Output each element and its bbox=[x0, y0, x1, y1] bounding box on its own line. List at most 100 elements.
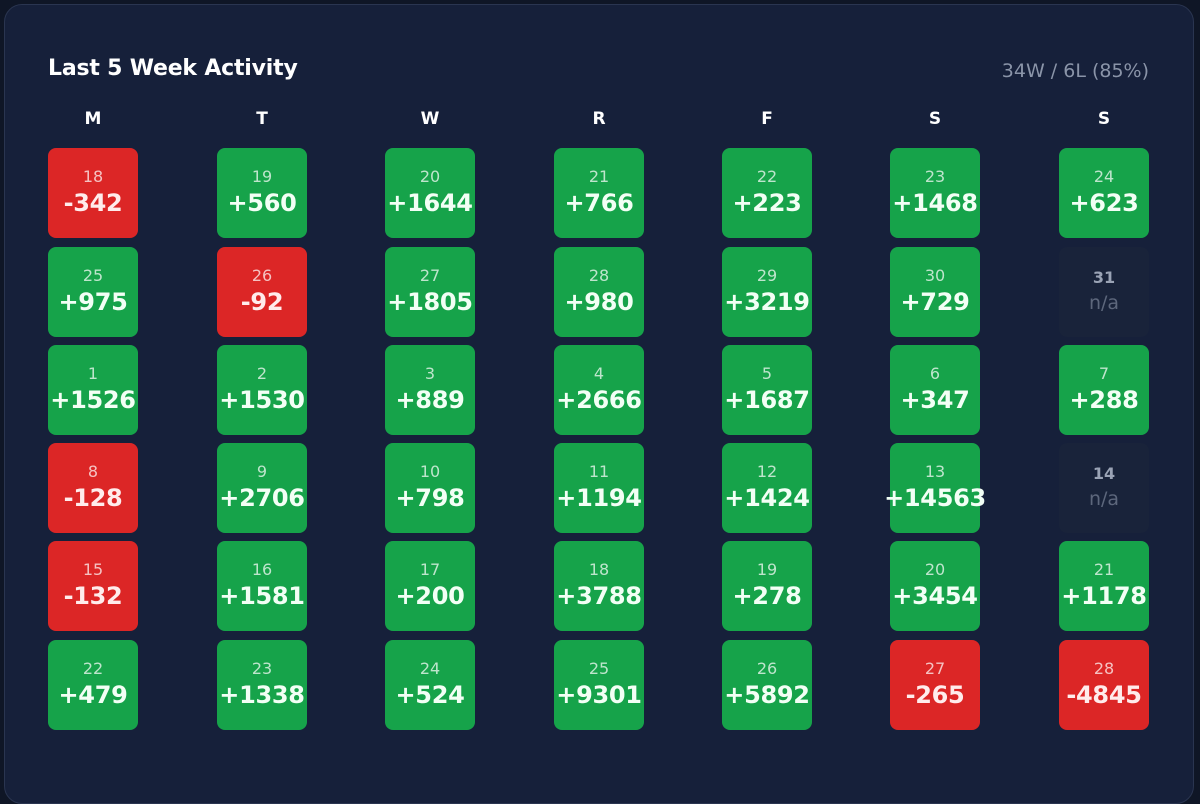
day-date: 16 bbox=[251, 560, 273, 579]
day-cell[interactable]: 28 +980 bbox=[554, 247, 644, 337]
day-pnl-value: +278 bbox=[732, 582, 802, 610]
day-date: 9 bbox=[256, 462, 268, 481]
day-pnl-value: +1687 bbox=[724, 386, 810, 414]
day-cell[interactable]: 3 +889 bbox=[385, 345, 475, 435]
day-cell[interactable]: 4 +2666 bbox=[554, 345, 644, 435]
day-date: 29 bbox=[756, 266, 778, 285]
day-cell[interactable]: 5 +1687 bbox=[722, 345, 812, 435]
day-cell[interactable]: 6 +347 bbox=[890, 345, 980, 435]
day-cell[interactable]: 18 +3788 bbox=[554, 541, 644, 631]
day-cell[interactable]: 27 -265 bbox=[890, 640, 980, 730]
day-pnl-value: +14563 bbox=[884, 484, 986, 512]
day-date: 28 bbox=[588, 266, 610, 285]
day-date: 24 bbox=[419, 659, 441, 678]
day-pnl-value: +980 bbox=[564, 288, 634, 316]
day-date: 31 bbox=[1092, 268, 1116, 287]
day-cell[interactable]: 23 +1338 bbox=[217, 640, 307, 730]
day-date: 8 bbox=[87, 462, 99, 481]
day-cell[interactable]: 20 +3454 bbox=[890, 541, 980, 631]
day-pnl-value: +1178 bbox=[1061, 582, 1147, 610]
day-cell[interactable]: 22 +223 bbox=[722, 148, 812, 238]
day-cell[interactable]: 8 -128 bbox=[48, 443, 138, 533]
day-date: 18 bbox=[588, 560, 610, 579]
day-date: 7 bbox=[1098, 364, 1110, 383]
day-cell[interactable]: 20 +1644 bbox=[385, 148, 475, 238]
day-date: 4 bbox=[593, 364, 605, 383]
day-date: 23 bbox=[251, 659, 273, 678]
day-pnl-value: +889 bbox=[395, 386, 465, 414]
day-date: 1 bbox=[87, 364, 99, 383]
day-pnl-value: +347 bbox=[900, 386, 970, 414]
day-cell[interactable]: 10 +798 bbox=[385, 443, 475, 533]
day-cell[interactable]: 26 +5892 bbox=[722, 640, 812, 730]
day-pnl-value: +1526 bbox=[50, 386, 136, 414]
day-cell[interactable]: 27 +1805 bbox=[385, 247, 475, 337]
day-pnl-value: +729 bbox=[900, 288, 970, 316]
day-cell[interactable]: 1 +1526 bbox=[48, 345, 138, 435]
day-pnl-value: +1194 bbox=[556, 484, 642, 512]
day-pnl-value: -132 bbox=[63, 582, 123, 610]
day-date: 30 bbox=[924, 266, 946, 285]
day-date: 6 bbox=[929, 364, 941, 383]
day-cell[interactable]: 16 +1581 bbox=[217, 541, 307, 631]
day-cell[interactable]: 14 n/a bbox=[1059, 443, 1149, 533]
day-cell[interactable]: 25 +975 bbox=[48, 247, 138, 337]
day-date: 28 bbox=[1093, 659, 1115, 678]
day-pnl-value: +798 bbox=[395, 484, 465, 512]
weekday-label-fri: F bbox=[761, 109, 773, 129]
day-cell[interactable]: 26 -92 bbox=[217, 247, 307, 337]
weekday-label-mon: M bbox=[84, 109, 102, 129]
day-date: 20 bbox=[419, 167, 441, 186]
day-cell[interactable]: 13 +14563 bbox=[884, 443, 986, 533]
day-cell[interactable]: 12 +1424 bbox=[722, 443, 812, 533]
card-title: Last 5 Week Activity bbox=[48, 56, 298, 81]
day-date: 15 bbox=[82, 560, 104, 579]
day-date: 23 bbox=[924, 167, 946, 186]
weekday-label-wed: W bbox=[420, 109, 440, 129]
day-date: 17 bbox=[419, 560, 441, 579]
day-cell[interactable]: 21 +766 bbox=[554, 148, 644, 238]
day-date: 3 bbox=[424, 364, 436, 383]
day-cell[interactable]: 21 +1178 bbox=[1059, 541, 1149, 631]
day-cell[interactable]: 7 +288 bbox=[1059, 345, 1149, 435]
day-cell[interactable]: 30 +729 bbox=[890, 247, 980, 337]
day-cell[interactable]: 24 +623 bbox=[1059, 148, 1149, 238]
day-cell[interactable]: 24 +524 bbox=[385, 640, 475, 730]
day-date: 22 bbox=[82, 659, 104, 678]
day-pnl-value: -265 bbox=[905, 681, 965, 709]
day-date: 27 bbox=[924, 659, 946, 678]
day-pnl-value: +560 bbox=[227, 189, 297, 217]
day-date: 10 bbox=[419, 462, 441, 481]
day-cell[interactable]: 18 -342 bbox=[48, 148, 138, 238]
day-date: 5 bbox=[761, 364, 773, 383]
day-pnl-value: +1644 bbox=[387, 189, 473, 217]
day-cell[interactable]: 19 +560 bbox=[217, 148, 307, 238]
day-pnl-value: -342 bbox=[63, 189, 123, 217]
day-pnl-value: +1424 bbox=[724, 484, 810, 512]
day-pnl-value: +524 bbox=[395, 681, 465, 709]
day-pnl-value: +1805 bbox=[387, 288, 473, 316]
day-date: 26 bbox=[251, 266, 273, 285]
day-cell[interactable]: 25 +9301 bbox=[554, 640, 644, 730]
day-cell[interactable]: 19 +278 bbox=[722, 541, 812, 631]
day-date: 26 bbox=[756, 659, 778, 678]
day-pnl-value: -128 bbox=[63, 484, 123, 512]
day-pnl-value: +5892 bbox=[724, 681, 810, 709]
day-cell[interactable]: 29 +3219 bbox=[722, 247, 812, 337]
day-cell[interactable]: 11 +1194 bbox=[554, 443, 644, 533]
day-cell[interactable]: 31 n/a bbox=[1059, 247, 1149, 337]
day-cell[interactable]: 22 +479 bbox=[48, 640, 138, 730]
day-cell[interactable]: 17 +200 bbox=[385, 541, 475, 631]
day-no-data: n/a bbox=[1088, 292, 1120, 314]
day-pnl-value: +1581 bbox=[219, 582, 305, 610]
day-pnl-value: -92 bbox=[240, 288, 284, 316]
day-cell[interactable]: 9 +2706 bbox=[217, 443, 307, 533]
day-pnl-value: +3788 bbox=[556, 582, 642, 610]
weekday-label-thu: R bbox=[592, 109, 606, 129]
day-cell[interactable]: 15 -132 bbox=[48, 541, 138, 631]
day-cell[interactable]: 28 -4845 bbox=[1059, 640, 1149, 730]
day-pnl-value: +2706 bbox=[219, 484, 305, 512]
day-pnl-value: +1530 bbox=[219, 386, 305, 414]
day-cell[interactable]: 23 +1468 bbox=[890, 148, 980, 238]
day-cell[interactable]: 2 +1530 bbox=[217, 345, 307, 435]
